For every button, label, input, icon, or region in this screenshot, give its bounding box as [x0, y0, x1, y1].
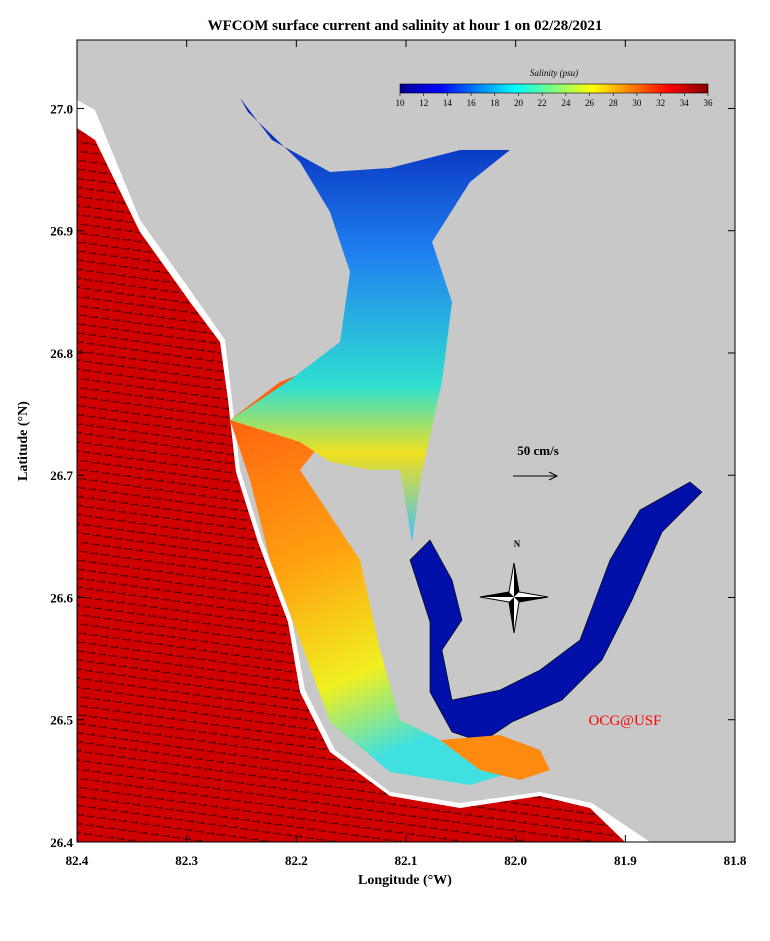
- colorbar: Salinity (psu) 10 12 14 16 18 20 22 24 26 28 30 32 3…: [396, 68, 714, 108]
- compass-star-shade: [480, 563, 548, 633]
- charlotte-harbor: [230, 98, 510, 542]
- scale-label: 50 cm/s: [517, 443, 559, 458]
- colorbar-title: Salinity (psu): [530, 68, 578, 78]
- current-vectors: [77, 128, 625, 842]
- scale-arrow-head: [548, 471, 559, 481]
- y-tick-label: 26.7: [50, 468, 73, 483]
- colorbar-tick-label: 32: [656, 98, 665, 108]
- x-tick-label: 82.1: [395, 853, 418, 868]
- colorbar-tick-label: 18: [490, 98, 500, 108]
- x-tick-label: 82.3: [175, 853, 198, 868]
- map-area: [76, 39, 736, 843]
- x-tick-label: 82.4: [66, 853, 89, 868]
- colorbar-tick-label: 28: [609, 98, 619, 108]
- colorbar-tick-label: 34: [680, 98, 690, 108]
- river-mouth: [440, 735, 550, 780]
- title: WFCOM surface current and salinity at ho…: [208, 18, 603, 34]
- colorbar-tick-label: 24: [561, 98, 571, 108]
- y-tick-label: 26.8: [50, 346, 73, 361]
- colorbar-tick-label: 30: [632, 98, 642, 108]
- compass: [479, 562, 549, 634]
- colorbar-tick-label: 14: [443, 98, 453, 108]
- colorbar-tick-label: 36: [704, 98, 714, 108]
- y-tick-label: 26.9: [50, 224, 73, 239]
- x-tick-label: 82.2: [285, 853, 308, 868]
- colorbar-tick-label: 22: [538, 98, 547, 108]
- colorbar-gradient: [399, 83, 709, 94]
- caloosahatchee-river: [409, 481, 703, 743]
- scale-arrow: [513, 471, 559, 481]
- y-tick-label: 26.6: [50, 590, 73, 605]
- colorbar-tick-label: 20: [514, 98, 524, 108]
- compass-label: N: [514, 539, 521, 549]
- colorbar-tick-label: 12: [419, 98, 428, 108]
- x-tick-label: 81.8: [724, 853, 747, 868]
- colorbar-tick-label: 26: [585, 98, 595, 108]
- x-tick-label: 82.0: [504, 853, 527, 868]
- y-axis-label: Latitude (°N): [16, 401, 31, 481]
- y-tick-label: 26.5: [50, 713, 73, 728]
- colorbar-tick-label: 10: [396, 98, 406, 108]
- x-axis-label: Longitude (°W): [358, 873, 452, 888]
- y-tick-label: 26.4: [50, 835, 73, 850]
- colorbar-tick-label: 16: [467, 98, 477, 108]
- x-tick-label: 81.9: [614, 853, 637, 868]
- y-tick-label: 27.0: [50, 101, 73, 116]
- credit: OCG@USF: [588, 713, 661, 729]
